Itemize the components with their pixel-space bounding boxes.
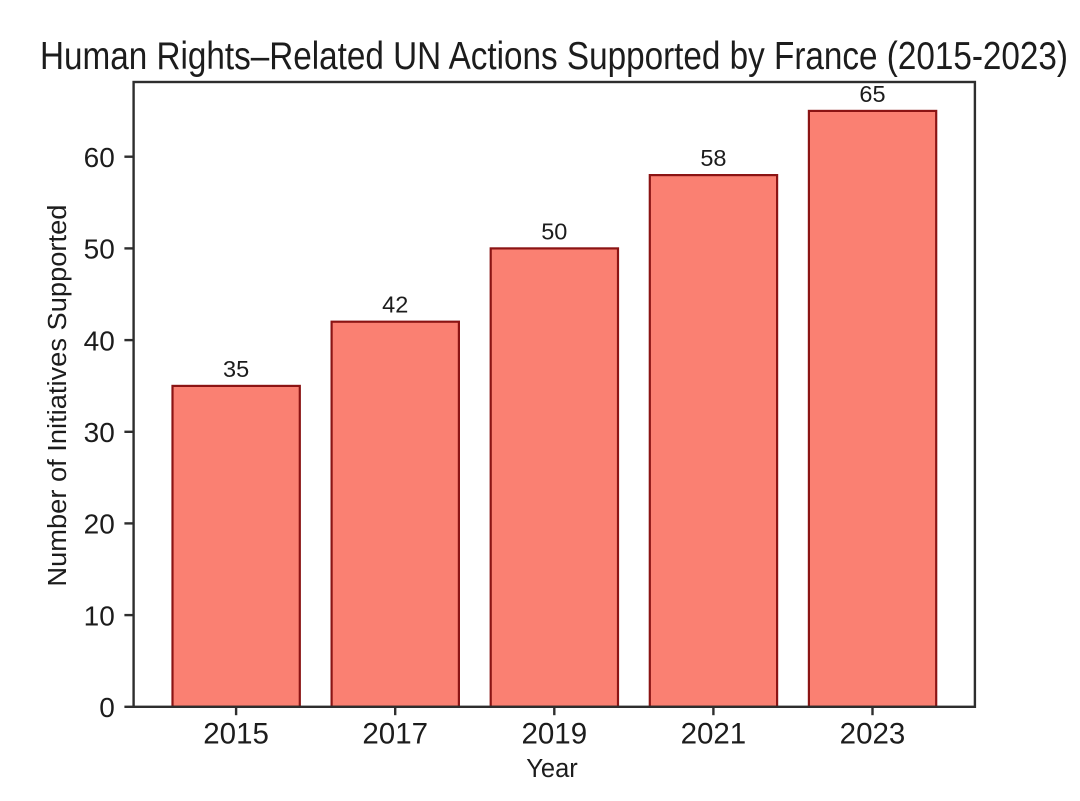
svg-text:2017: 2017 (362, 717, 428, 750)
svg-text:2019: 2019 (521, 717, 587, 750)
svg-text:20: 20 (84, 509, 115, 540)
svg-text:58: 58 (700, 145, 726, 171)
svg-text:Year: Year (526, 755, 578, 783)
svg-text:65: 65 (859, 81, 885, 107)
svg-text:0: 0 (99, 692, 115, 723)
svg-text:40: 40 (84, 325, 115, 356)
svg-text:2015: 2015 (203, 717, 269, 750)
svg-text:35: 35 (223, 356, 249, 382)
svg-text:60: 60 (84, 142, 115, 173)
svg-text:Number of Initiatives Supporte: Number of Initiatives Supported (44, 205, 72, 587)
svg-text:2021: 2021 (681, 717, 747, 750)
svg-text:10: 10 (84, 600, 115, 631)
svg-text:30: 30 (84, 417, 115, 448)
svg-text:Human Rights–Related UN Action: Human Rights–Related UN Actions Supporte… (40, 35, 1068, 78)
svg-text:2023: 2023 (840, 717, 906, 750)
svg-text:50: 50 (541, 218, 567, 244)
svg-text:50: 50 (84, 234, 115, 265)
svg-text:42: 42 (382, 292, 408, 318)
